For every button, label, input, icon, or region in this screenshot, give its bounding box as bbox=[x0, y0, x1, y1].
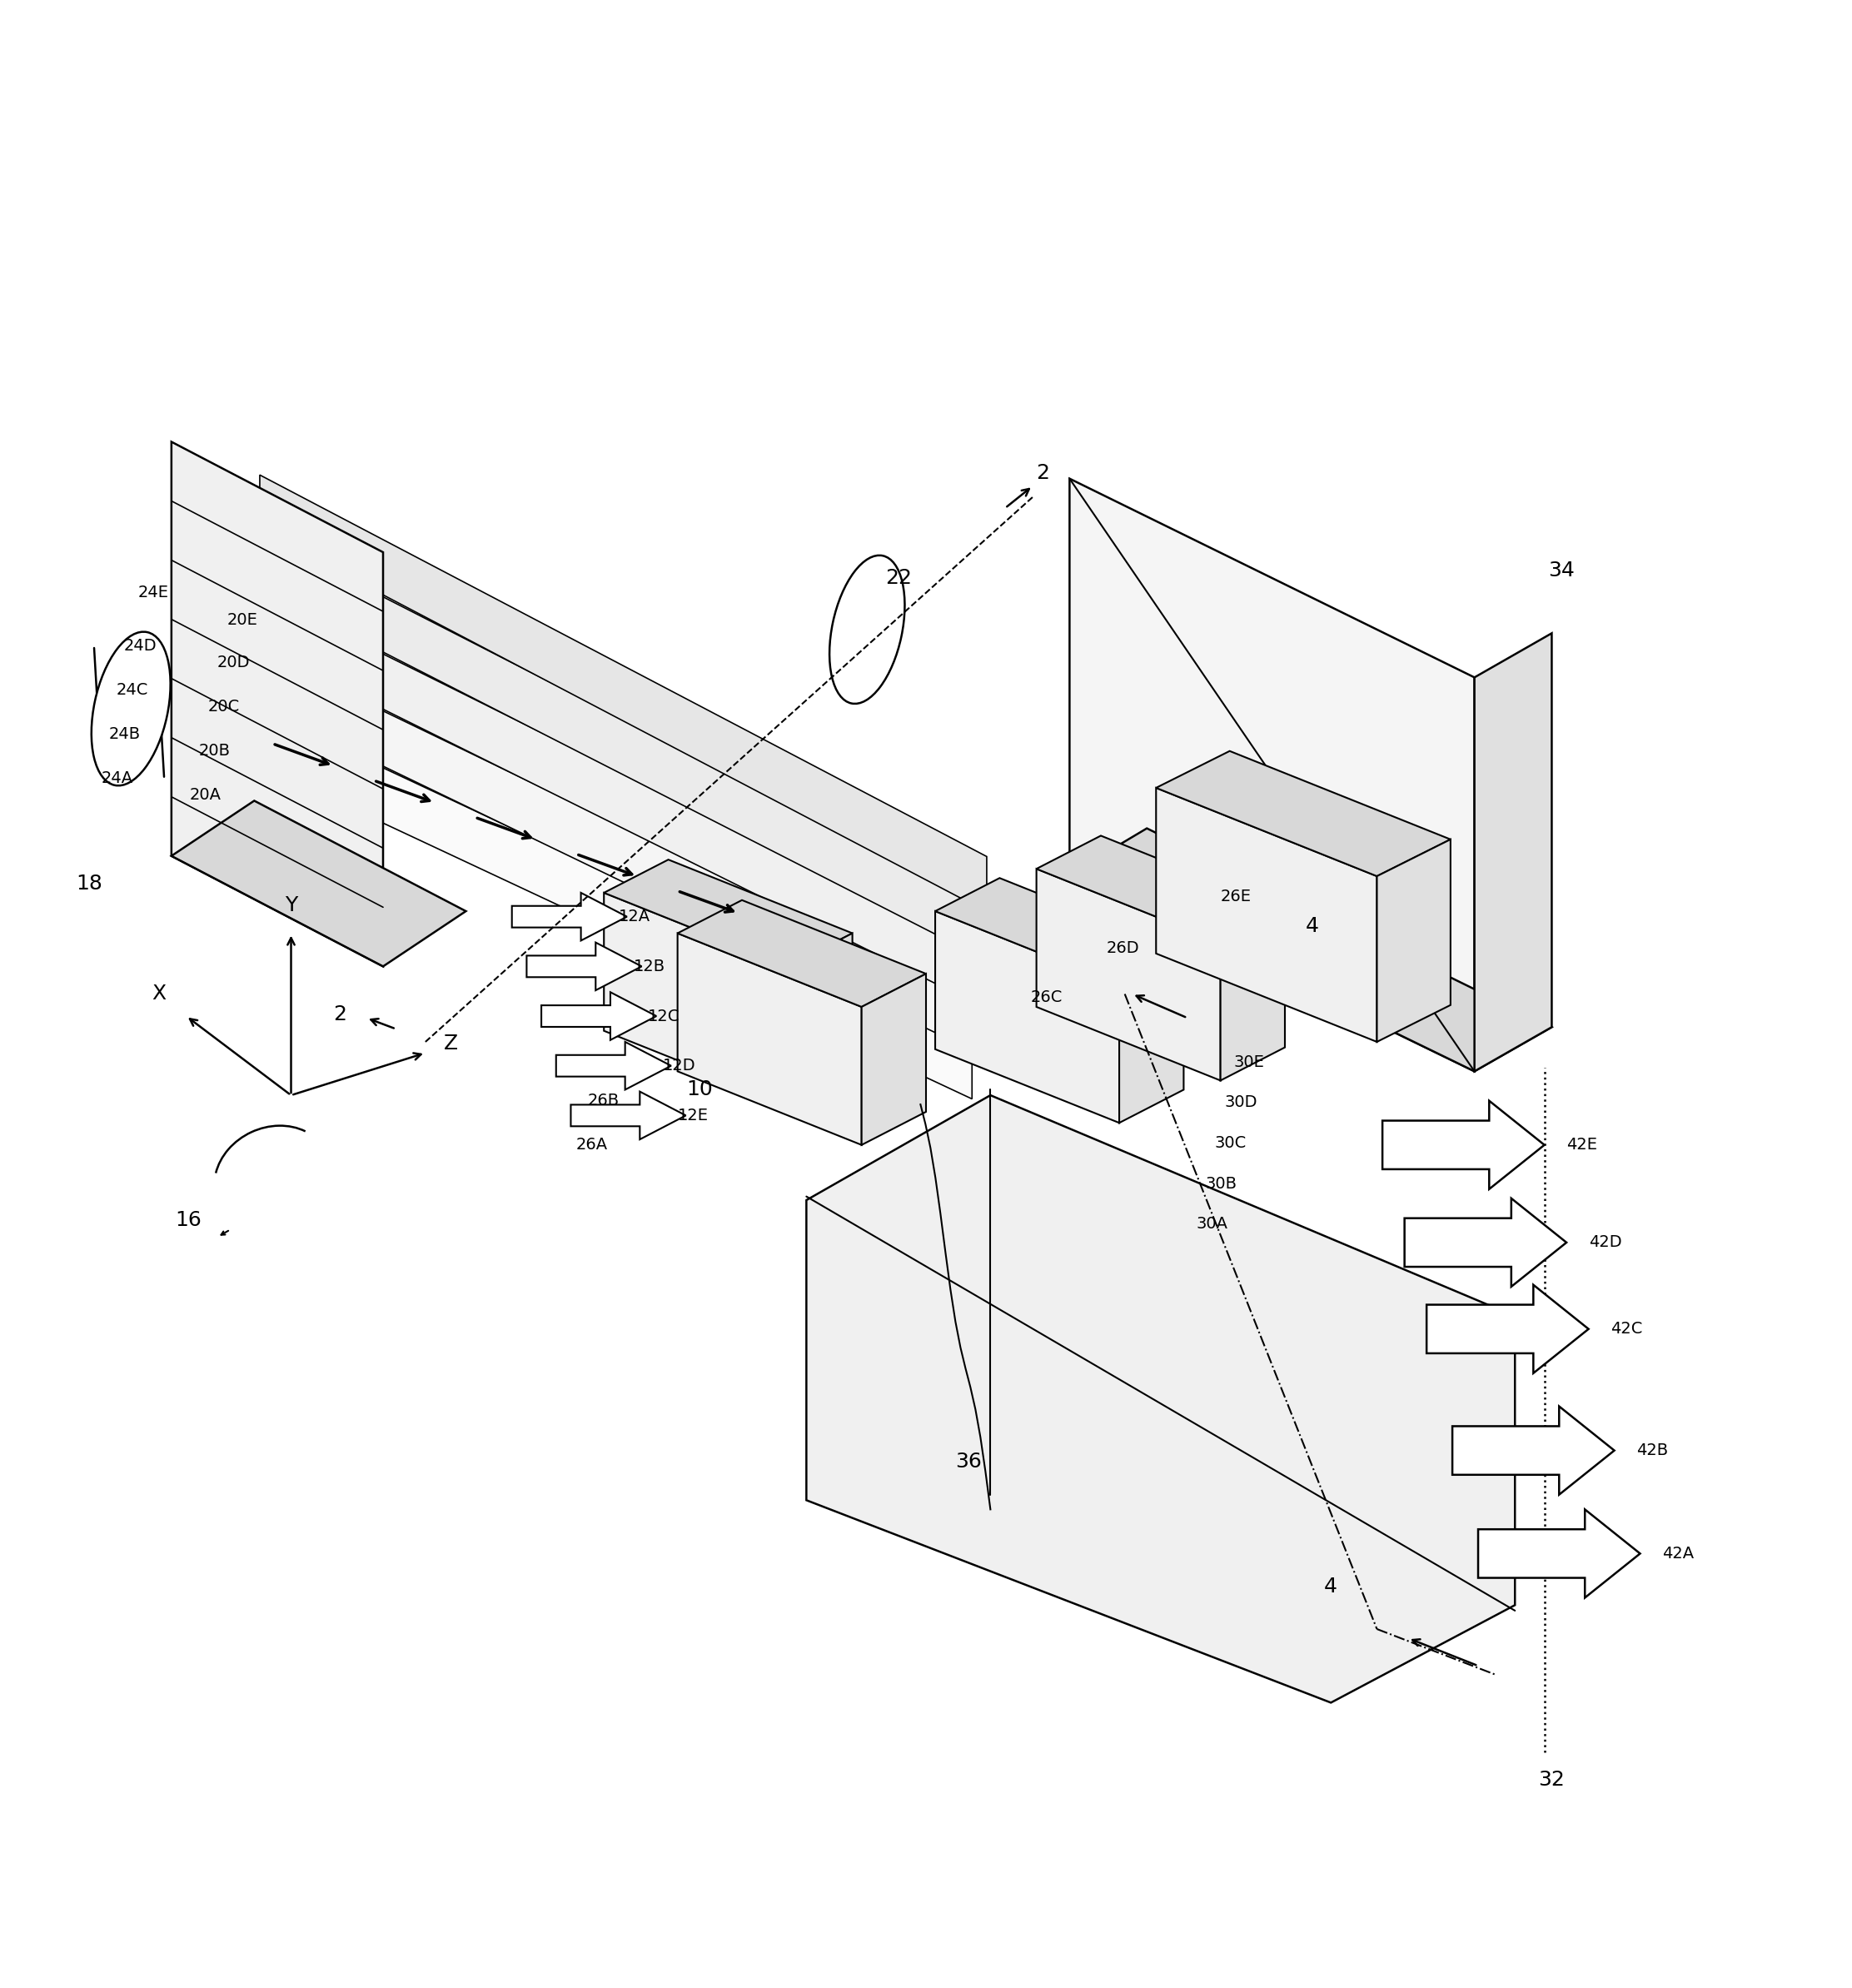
Polygon shape bbox=[1452, 1406, 1615, 1495]
Text: 20E: 20E bbox=[226, 612, 257, 628]
Text: 20A: 20A bbox=[189, 787, 222, 803]
Polygon shape bbox=[570, 1091, 685, 1139]
Text: 42A: 42A bbox=[1663, 1545, 1695, 1561]
Text: 12A: 12A bbox=[619, 909, 650, 924]
Polygon shape bbox=[1404, 1199, 1567, 1286]
Polygon shape bbox=[861, 974, 926, 1145]
Polygon shape bbox=[1070, 479, 1474, 1072]
Text: 34: 34 bbox=[1548, 561, 1574, 580]
Polygon shape bbox=[511, 893, 628, 940]
Polygon shape bbox=[1070, 829, 1552, 1072]
Text: 26E: 26E bbox=[1220, 889, 1252, 905]
Text: 26B: 26B bbox=[587, 1093, 619, 1109]
Polygon shape bbox=[1119, 952, 1183, 1123]
Polygon shape bbox=[935, 879, 1183, 984]
Text: 22: 22 bbox=[885, 569, 913, 588]
Text: 30A: 30A bbox=[1196, 1217, 1228, 1233]
Polygon shape bbox=[604, 893, 787, 1105]
Polygon shape bbox=[248, 646, 976, 1052]
Polygon shape bbox=[806, 1095, 1515, 1702]
Polygon shape bbox=[1478, 1509, 1641, 1598]
Text: 18: 18 bbox=[76, 873, 102, 893]
Polygon shape bbox=[604, 859, 852, 966]
Polygon shape bbox=[1382, 1101, 1545, 1189]
Text: 24C: 24C bbox=[117, 682, 148, 698]
Text: 12D: 12D bbox=[663, 1058, 696, 1074]
Polygon shape bbox=[1376, 839, 1450, 1042]
Text: 42B: 42B bbox=[1637, 1443, 1669, 1459]
Text: 30B: 30B bbox=[1206, 1175, 1237, 1191]
Polygon shape bbox=[1156, 787, 1376, 1042]
Ellipse shape bbox=[830, 555, 906, 704]
Polygon shape bbox=[935, 911, 1119, 1123]
Text: 20D: 20D bbox=[217, 654, 250, 670]
Text: 30D: 30D bbox=[1224, 1095, 1258, 1111]
Text: 10: 10 bbox=[687, 1079, 713, 1099]
Text: Y: Y bbox=[285, 897, 298, 916]
Polygon shape bbox=[1156, 751, 1450, 877]
Text: 4: 4 bbox=[1324, 1576, 1337, 1596]
Text: 2: 2 bbox=[333, 1004, 346, 1024]
Polygon shape bbox=[1220, 909, 1285, 1081]
Text: 12E: 12E bbox=[678, 1107, 707, 1123]
Text: 4: 4 bbox=[1306, 916, 1319, 936]
Polygon shape bbox=[787, 932, 852, 1105]
Text: Z: Z bbox=[444, 1034, 457, 1054]
Text: 42D: 42D bbox=[1589, 1235, 1622, 1250]
Polygon shape bbox=[244, 704, 972, 1099]
Text: 30C: 30C bbox=[1215, 1135, 1246, 1151]
Polygon shape bbox=[541, 992, 656, 1040]
Polygon shape bbox=[1037, 869, 1220, 1081]
Text: 26C: 26C bbox=[1032, 990, 1063, 1006]
Polygon shape bbox=[678, 932, 861, 1145]
Text: 26D: 26D bbox=[1106, 940, 1139, 956]
Polygon shape bbox=[172, 801, 467, 966]
Polygon shape bbox=[1037, 835, 1285, 942]
Text: 20C: 20C bbox=[207, 700, 241, 716]
Text: 20B: 20B bbox=[198, 744, 232, 759]
Polygon shape bbox=[556, 1042, 670, 1089]
Text: 12B: 12B bbox=[633, 958, 665, 974]
Polygon shape bbox=[256, 533, 983, 958]
Polygon shape bbox=[252, 588, 980, 1006]
Text: 2: 2 bbox=[1037, 463, 1050, 483]
Polygon shape bbox=[1426, 1284, 1589, 1374]
Text: 12C: 12C bbox=[648, 1008, 680, 1024]
Text: 16: 16 bbox=[176, 1211, 202, 1231]
Text: 26A: 26A bbox=[576, 1137, 607, 1153]
Text: 36: 36 bbox=[956, 1451, 982, 1471]
Text: 30E: 30E bbox=[1233, 1054, 1265, 1070]
Text: 32: 32 bbox=[1539, 1769, 1565, 1789]
Text: 24E: 24E bbox=[139, 584, 169, 600]
Ellipse shape bbox=[91, 632, 170, 785]
Polygon shape bbox=[526, 942, 641, 990]
Text: 24D: 24D bbox=[124, 638, 157, 654]
Polygon shape bbox=[172, 441, 383, 966]
Text: 24A: 24A bbox=[102, 771, 133, 787]
Polygon shape bbox=[1474, 634, 1552, 1072]
Text: 42C: 42C bbox=[1611, 1322, 1643, 1336]
Polygon shape bbox=[678, 901, 926, 1006]
Text: 42E: 42E bbox=[1567, 1137, 1596, 1153]
Polygon shape bbox=[259, 475, 987, 912]
Text: X: X bbox=[152, 984, 165, 1004]
Text: 24B: 24B bbox=[109, 726, 141, 742]
